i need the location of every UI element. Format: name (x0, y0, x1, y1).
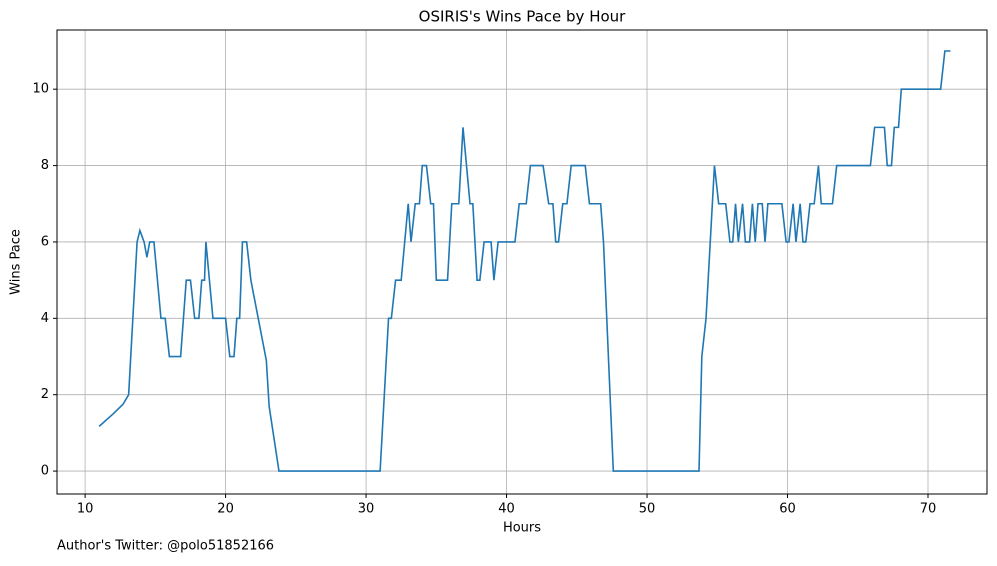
x-tick-label: 50 (639, 502, 656, 517)
y-tick-label: 2 (41, 387, 49, 402)
x-tick-label: 70 (920, 502, 937, 517)
x-tick-label: 20 (217, 502, 234, 517)
y-axis-label: Wins Pace (9, 229, 24, 295)
y-tick-label: 0 (41, 464, 49, 479)
line-series (98, 50, 951, 472)
chart-title: OSIRIS's Wins Pace by Hour (419, 8, 627, 26)
y-tick-label: 4 (41, 311, 49, 326)
x-tick-label: 10 (77, 502, 94, 517)
axes-frame (56, 29, 988, 495)
x-tick-label: 30 (358, 502, 375, 517)
plot-area (98, 50, 951, 472)
grid: 10 20 30 40 50 60 70 0 2 4 6 8 10 (32, 30, 987, 517)
footnote: Author's Twitter: @polo51852166 (57, 539, 274, 554)
y-tick-label: 8 (41, 158, 49, 173)
x-tick-label: 60 (779, 502, 796, 517)
x-axis-label: Hours (503, 521, 541, 536)
y-tick-label: 10 (32, 82, 49, 97)
x-tick-label: 40 (498, 502, 515, 517)
y-tick-label: 6 (41, 234, 49, 249)
